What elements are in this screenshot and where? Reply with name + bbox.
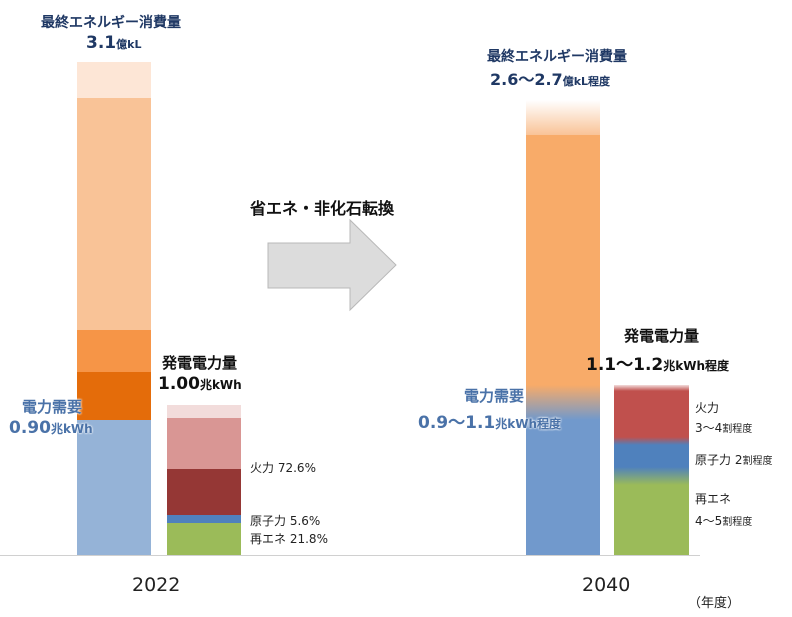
bar-segment-thermal bbox=[614, 385, 689, 445]
power-demand-title-2040: 電力需要 bbox=[464, 387, 525, 405]
value: 0.9〜1.1 bbox=[418, 413, 496, 433]
share: 4〜5割程度 bbox=[695, 510, 752, 534]
name: 原子力 bbox=[250, 514, 287, 528]
bar-segment bbox=[77, 62, 151, 98]
share-value: 2 bbox=[734, 453, 743, 467]
bar-segment-power-demand bbox=[77, 420, 151, 555]
final-energy-title-2022: 最終エネルギー消費量 bbox=[41, 15, 181, 31]
x-tick-label-2040: 2040 bbox=[582, 574, 631, 596]
arrow-right-icon bbox=[267, 218, 397, 312]
mix-label-thermal-2022: 火力 72.6% bbox=[250, 459, 316, 476]
value: 3.1 bbox=[86, 33, 117, 53]
generation-value-2040: 1.1〜1.2兆kWh程度 bbox=[586, 350, 729, 375]
name: 火力 bbox=[695, 401, 720, 415]
final-energy-title-2040: 最終エネルギー消費量 bbox=[487, 49, 627, 65]
share-value: 3〜4 bbox=[695, 421, 723, 435]
mix-label-nuclear-2040: 原子力 2割程度 bbox=[695, 451, 772, 468]
final-energy-value-2022: 3.1億kL bbox=[86, 33, 141, 53]
value: 0.90 bbox=[9, 418, 51, 438]
name: 原子力 bbox=[695, 453, 732, 467]
name: 再エネ bbox=[250, 532, 287, 546]
bar-segment-power-demand bbox=[526, 420, 600, 555]
unit: 兆kWh程度 bbox=[663, 359, 729, 373]
bar-segment bbox=[77, 372, 151, 420]
bar-segment bbox=[77, 330, 151, 372]
mix-label-nuclear-2022: 原子力 5.6% bbox=[250, 512, 320, 529]
generation-value-2022: 1.00兆kWh bbox=[158, 374, 242, 394]
power-demand-value-2022: 0.90兆kWh bbox=[9, 418, 93, 438]
unit: 億kL程度 bbox=[562, 75, 611, 88]
bar-segment bbox=[167, 405, 241, 418]
share: 3〜4割程度 bbox=[695, 418, 752, 440]
bar-segment-renewable bbox=[614, 485, 689, 555]
value: 2.6〜2.7 bbox=[490, 70, 563, 89]
unit: 兆kWh bbox=[50, 422, 93, 436]
bar-segment bbox=[77, 98, 151, 330]
share-unit: 割程度 bbox=[742, 456, 773, 467]
baseline bbox=[0, 555, 700, 556]
final-energy-value-2040: 2.6〜2.7億kL程度 bbox=[490, 66, 610, 90]
share: 72.6% bbox=[277, 461, 316, 475]
share-unit: 割程度 bbox=[722, 517, 753, 528]
bar-segment-renewable bbox=[167, 523, 241, 555]
share-value: 4〜5 bbox=[695, 514, 723, 528]
bar-segment-thermal bbox=[167, 469, 241, 515]
name: 火力 bbox=[250, 461, 275, 475]
bar-segment-nuclear bbox=[167, 515, 241, 523]
unit: 兆kWh程度 bbox=[495, 417, 561, 431]
bar-segment bbox=[526, 100, 600, 135]
generation-title-2022: 発電電力量 bbox=[162, 354, 238, 372]
unit: 億kL bbox=[116, 38, 142, 51]
bar-segment-nuclear bbox=[614, 445, 689, 485]
power-demand-title-2022: 電力需要 bbox=[22, 398, 83, 416]
x-tick-label-2022: 2022 bbox=[132, 574, 181, 596]
x-axis-unit-note: （年度） bbox=[688, 596, 741, 611]
bar-segment bbox=[526, 135, 600, 385]
share-unit: 割程度 bbox=[722, 424, 753, 435]
name: 再エネ bbox=[695, 492, 732, 506]
mix-label-renewable-2040: 再エネ 4〜5割程度 bbox=[695, 488, 752, 534]
unit: 兆kWh bbox=[199, 378, 242, 392]
mix-label-thermal-2040: 火力 3〜4割程度 bbox=[695, 398, 752, 440]
bar-segment bbox=[167, 418, 241, 469]
share: 5.6% bbox=[289, 514, 321, 528]
generation-title-2040: 発電電力量 bbox=[624, 327, 700, 345]
mix-label-renewable-2022: 再エネ 21.8% bbox=[250, 530, 328, 547]
transition-label: 省エネ・非化石転換 bbox=[250, 199, 395, 218]
power-demand-value-2040: 0.9〜1.1兆kWh程度 bbox=[418, 408, 561, 433]
bar-segment bbox=[526, 385, 600, 420]
value: 1.00 bbox=[158, 374, 200, 394]
share: 21.8% bbox=[289, 532, 328, 546]
value: 1.1〜1.2 bbox=[586, 355, 664, 375]
